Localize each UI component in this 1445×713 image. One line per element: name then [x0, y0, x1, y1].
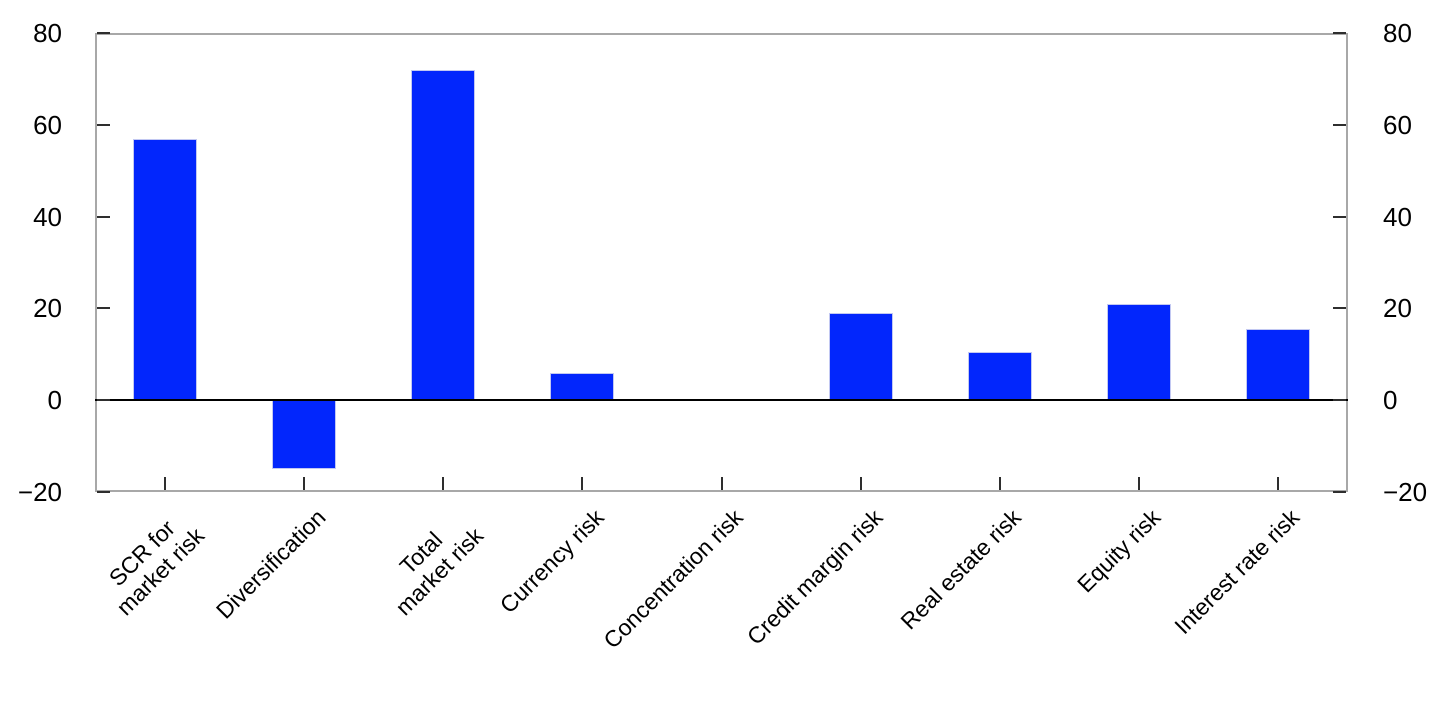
y-axis-tick-mark-right: [1333, 399, 1346, 402]
zero-baseline: [95, 399, 1348, 402]
y-axis-tick-mark-right: [1333, 32, 1346, 34]
y-axis-tick-label-right: 20: [1383, 293, 1412, 324]
y-axis-tick-label-left: 40: [33, 201, 62, 232]
x-axis-category-label-concentration-risk: Concentration risk: [598, 504, 748, 654]
x-axis-category-label-scr-for-market-risk: SCR for market risk: [103, 514, 210, 621]
y-axis-tick-mark-left: [97, 491, 110, 493]
bar-equity-risk: [1107, 303, 1172, 401]
y-axis-tick-mark-right: [1333, 491, 1346, 493]
y-axis-tick-label-left: 20: [33, 293, 62, 324]
y-axis-tick-label-right: 40: [1383, 201, 1412, 232]
y-axis-tick-mark-left: [97, 215, 110, 218]
y-axis-tick-mark-left: [97, 399, 110, 402]
x-axis-tick-mark: [1277, 477, 1280, 490]
y-axis-tick-mark-left: [97, 123, 110, 126]
bar-scr-for-market-risk: [132, 138, 197, 401]
x-axis-tick-mark: [998, 477, 1001, 490]
y-axis-tick-mark-right: [1333, 123, 1346, 126]
y-axis-tick-label-right: −20: [1383, 477, 1428, 507]
y-axis-tick-mark-left: [97, 32, 110, 34]
x-axis-tick-mark: [163, 477, 166, 490]
y-axis-tick-mark-left: [97, 307, 110, 310]
y-axis-tick-label-left: 60: [33, 109, 62, 140]
x-axis-tick-mark: [581, 477, 584, 490]
x-axis-category-label-diversification: Diversification: [210, 504, 331, 624]
y-axis-tick-mark-right: [1333, 307, 1346, 310]
x-axis-category-label-equity-risk: Equity risk: [1072, 504, 1166, 598]
x-axis-tick-mark: [1138, 477, 1141, 490]
y-axis-tick-label-left: 0: [47, 385, 62, 416]
y-axis-tick-mark-right: [1333, 215, 1346, 218]
bar-real-estate-risk: [967, 352, 1032, 401]
plot-area-frame: [95, 33, 1348, 492]
x-axis-tick-mark: [720, 477, 723, 490]
x-axis-category-label-real-estate-risk: Real estate risk: [895, 504, 1027, 635]
bar-total-market-risk: [411, 69, 476, 401]
x-axis-category-label-total-market-risk: Total market risk: [390, 522, 489, 621]
bar-currency-risk: [550, 372, 615, 401]
bar-diversification: [271, 400, 336, 470]
y-axis-tick-label-right: 80: [1383, 18, 1412, 48]
x-axis-category-label-credit-margin-risk: Credit margin risk: [741, 504, 888, 650]
y-axis-tick-label-left: 80: [33, 18, 62, 48]
x-axis-category-label-currency-risk: Currency risk: [494, 504, 609, 619]
x-axis-tick-mark: [302, 477, 305, 490]
x-axis-tick-mark: [859, 477, 862, 490]
y-axis-tick-label-left: −20: [17, 477, 62, 507]
x-axis-category-label-interest-rate-risk: Interest rate risk: [1169, 504, 1305, 639]
x-axis-tick-mark: [442, 477, 445, 490]
bar-interest-rate-risk: [1246, 329, 1311, 401]
y-axis-tick-label-right: 60: [1383, 109, 1412, 140]
y-axis-tick-label-right: 0: [1383, 385, 1398, 416]
bar-credit-margin-risk: [828, 312, 893, 401]
